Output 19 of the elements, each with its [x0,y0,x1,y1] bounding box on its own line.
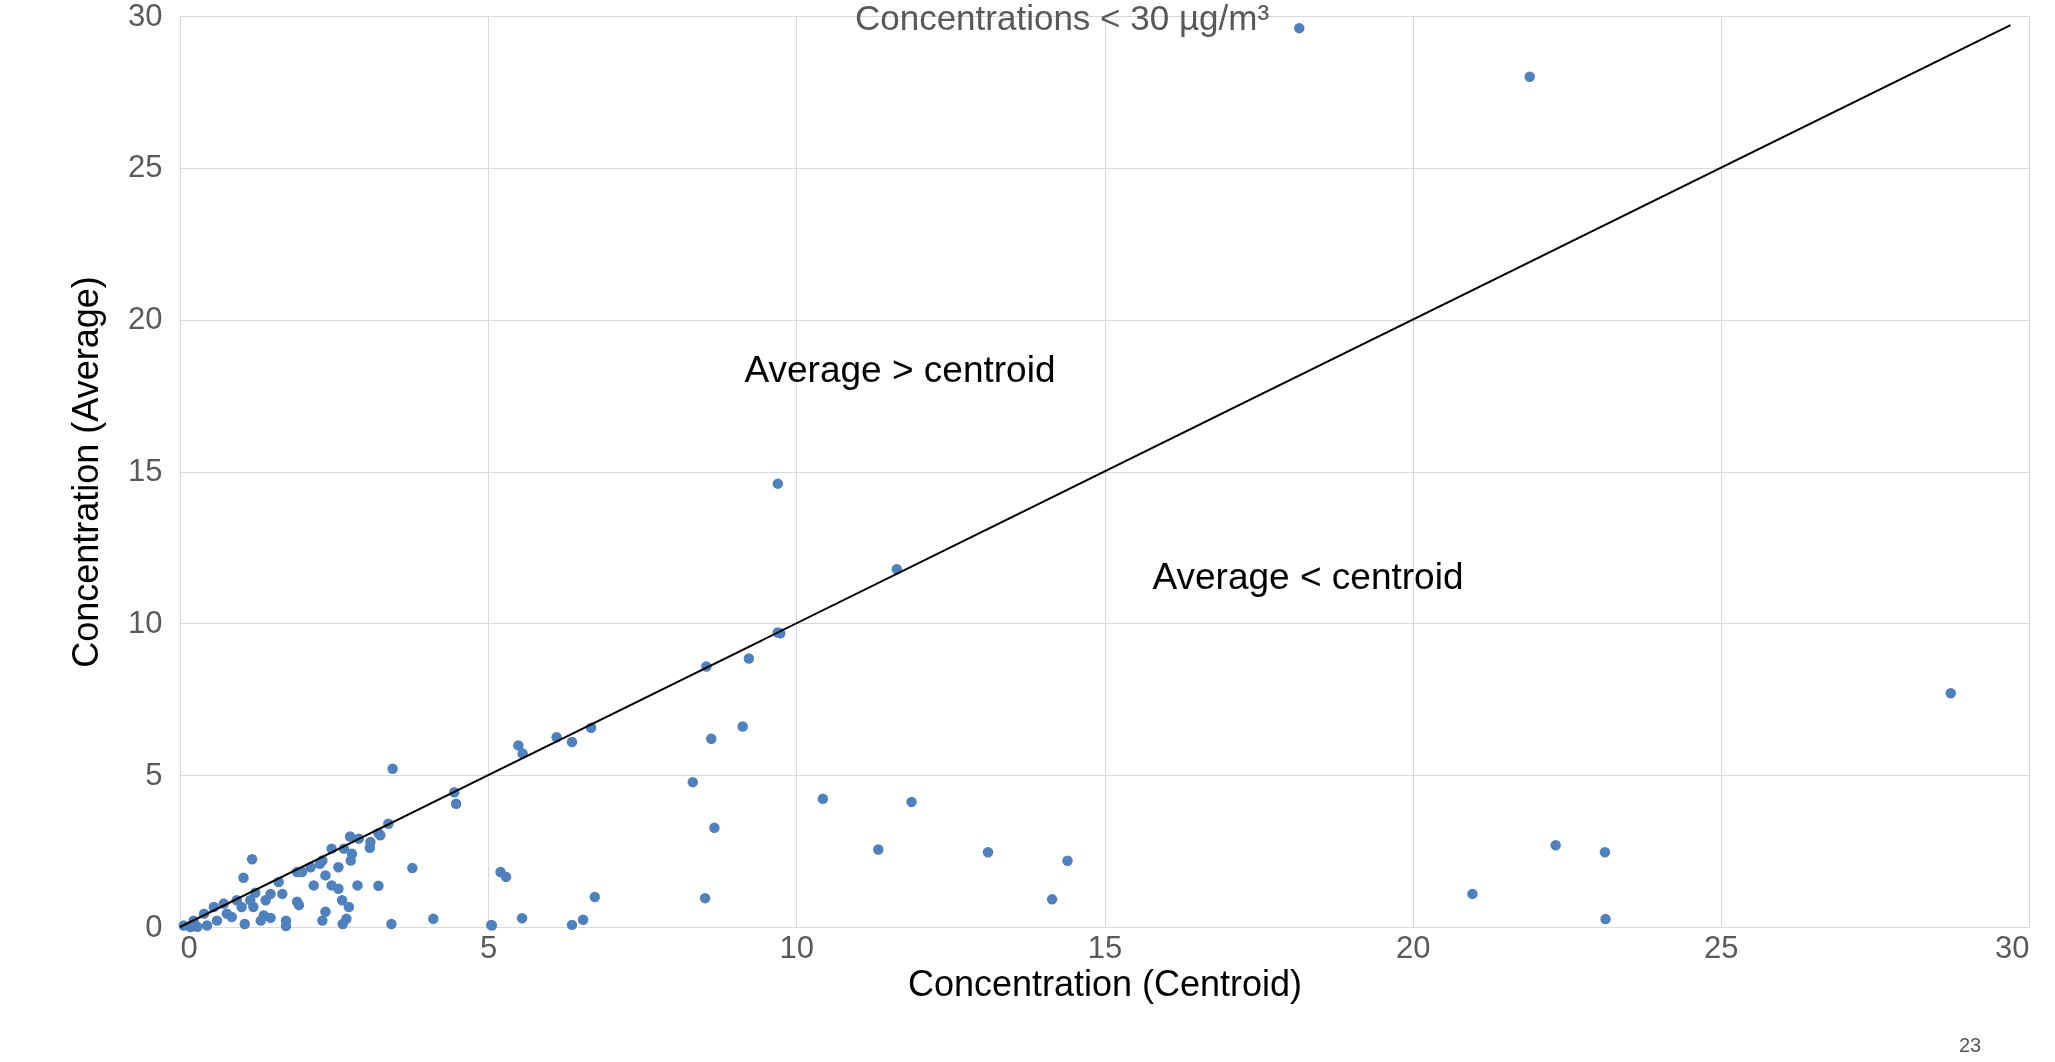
x-tick-label: 0 [180,929,198,965]
y-tick-label: 25 [128,149,163,185]
x-axis-title: Concentration (Centroid) [907,962,1303,1004]
x-tick-label: 20 [1395,929,1431,965]
x-tick-label: 15 [1087,929,1123,965]
x-tick-label: 5 [480,929,498,965]
y-tick-label: 20 [128,301,163,337]
chart-title: Concentrations < 30 µg/m³ [854,0,1270,37]
y-tick-label: 10 [128,604,163,640]
y-tick-label: 30 [128,0,163,33]
x-tick-label: 10 [779,929,815,965]
x-tick-label: 25 [1704,929,1739,965]
text: 23 [1958,1034,1982,1056]
annotation: Average > centroid [744,349,1056,390]
x-tick-label: 30 [1995,929,2030,965]
y-tick-label: 5 [145,756,163,792]
y-axis-title: Concentration (Average) [65,276,107,668]
annotation: Average < centroid [1152,556,1464,597]
y-tick-label: 15 [128,453,163,488]
